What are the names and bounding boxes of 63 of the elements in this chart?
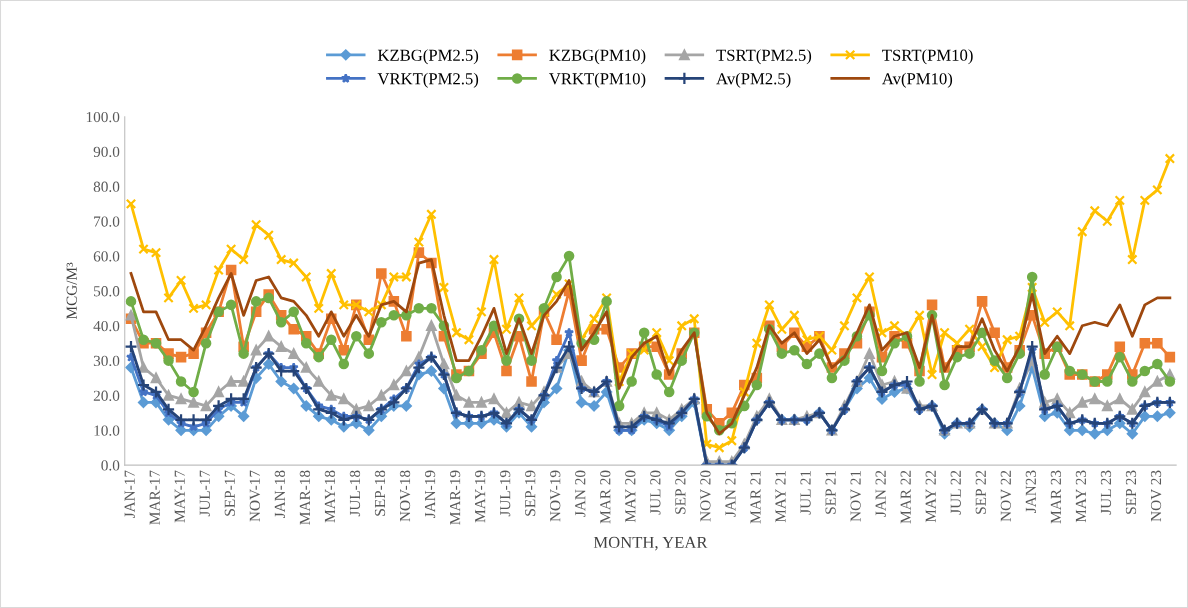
x-tick-label: JUL-19 (500, 470, 511, 517)
x-tick-label: SEP 21 (825, 470, 836, 514)
x-tick-label: NOV-18 (399, 470, 411, 522)
x-tick-label: SEP-19 (525, 470, 536, 516)
y-tick-label: 20.0 (93, 390, 120, 401)
y-tick-label: 40.0 (93, 320, 120, 332)
x-tick-label: JUL 23 (1100, 470, 1112, 515)
legend-label: VRKT(PM10) (549, 72, 646, 88)
x-tick-label: NOV-19 (550, 470, 561, 522)
x-tick-label: JUL-17 (199, 470, 210, 517)
x-tick-label: MAR 22 (900, 470, 911, 524)
legend-label: KZBG(PM10) (549, 49, 646, 65)
x-tick-label: JUL 22 (950, 470, 961, 515)
x-tick-label: MAR-19 (449, 470, 461, 525)
x-tick-label: NOV 21 (850, 470, 861, 522)
legend-label: Av(PM2.5) (716, 72, 791, 88)
x-tick-label: NOV-17 (249, 470, 261, 522)
x-tick-label: JAN23 (1025, 470, 1037, 513)
x-tick-label: JAN 21 (725, 470, 736, 517)
x-tick-label: SEP 22 (975, 470, 986, 514)
x-tick-label: JAN 22 (875, 470, 886, 517)
x-tick-label: JAN-18 (274, 470, 286, 519)
x-tick-label: MAY 20 (625, 470, 636, 523)
x-tick-label: MAR 20 (600, 470, 611, 524)
legend-label: TSRT(PM10) (882, 49, 973, 65)
legend-label: TSRT(PM2.5) (716, 49, 812, 65)
legend-label: Av(PM10) (881, 72, 953, 88)
y-tick-label: 60.0 (93, 251, 120, 262)
x-tick-label: MAR-17 (149, 470, 160, 525)
legend-label: KZBG(PM2.5) (377, 49, 479, 65)
x-tick-label: JAN 20 (575, 470, 586, 517)
x-tick-label: MAY-19 (475, 470, 486, 523)
y-tick-label: 70.0 (94, 216, 120, 227)
x-tick-label: JUL 20 (650, 470, 661, 515)
x-tick-label: JUL-18 (349, 470, 361, 517)
x-tick-label: MAR-18 (299, 470, 311, 525)
x-tick-label: SEP 20 (675, 470, 686, 514)
x-tick-label: MAR 23 (1050, 470, 1062, 524)
legend-label: VRKT(PM2.5) (377, 72, 479, 88)
x-tick-label: MAY 21 (775, 470, 786, 523)
y-axis-title: MCG/M³ (66, 262, 77, 320)
x-tick-label: NOV 23 (1150, 470, 1162, 522)
x-tick-label: JAN-17 (124, 470, 135, 519)
x-tick-label: SEP 23 (1125, 470, 1137, 514)
y-tick-label: 0.0 (101, 460, 120, 471)
x-tick-label: JUL 21 (800, 470, 811, 515)
x-tick-label: MAY 23 (1075, 470, 1087, 523)
y-tick-label: 30.0 (93, 355, 120, 367)
x-tick-label: NOV 22 (1000, 470, 1012, 522)
y-tick-label: 80.0 (93, 181, 120, 192)
x-tick-label: MAY-17 (174, 470, 185, 523)
x-axis-title: MONTH, YEAR (593, 536, 708, 551)
x-tick-label: MAR 21 (750, 470, 761, 524)
y-tick-label: 10.0 (94, 425, 120, 436)
x-tick-label: SEP-17 (224, 470, 235, 516)
x-tick-label: MAY-18 (324, 470, 336, 523)
y-tick-label: 90.0 (93, 146, 120, 158)
x-tick-label: MAY 22 (925, 470, 936, 523)
y-tick-label: 50.0 (94, 286, 120, 297)
x-tick-label: SEP-18 (374, 470, 386, 516)
x-tick-label: NOV 20 (700, 470, 711, 522)
y-tick-label: 100.0 (86, 111, 120, 123)
x-tick-label: JAN-19 (424, 470, 436, 519)
